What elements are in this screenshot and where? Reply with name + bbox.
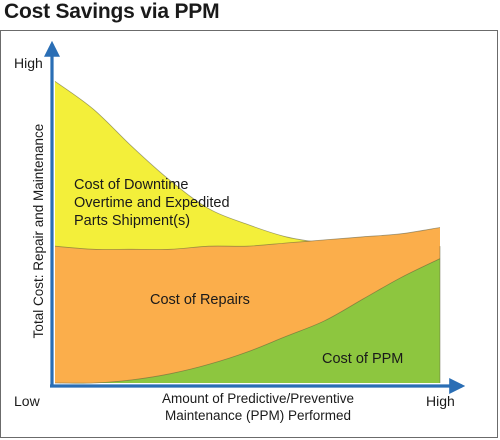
y-axis-label: Total Cost: Repair and Maintenance bbox=[31, 124, 46, 339]
label-layer: High Low High Amount of Predictive/Preventi… bbox=[14, 55, 455, 423]
series-label: Cost of Downtime bbox=[74, 177, 188, 193]
series-label: Parts Shipment(s) bbox=[74, 213, 190, 229]
area-layer bbox=[54, 80, 441, 384]
x-axis-label-line: Maintenance (PPM) Performed bbox=[165, 408, 351, 423]
series-label: Cost of PPM bbox=[322, 351, 403, 367]
series-label: Overtime and Expedited bbox=[74, 195, 230, 211]
axes-layer bbox=[44, 40, 466, 394]
y-high-label: High bbox=[14, 55, 43, 71]
area-cost-of-ppm bbox=[55, 258, 440, 384]
chart-frame bbox=[0, 30, 498, 438]
chart-title: Cost Savings via PPM bbox=[4, 0, 220, 23]
x-high-label: High bbox=[426, 393, 455, 409]
series-label: Cost of Repairs bbox=[150, 292, 250, 308]
series-boundary-line bbox=[54, 227, 441, 250]
y-low-label: Low bbox=[14, 393, 41, 409]
x-axis-label-line: Amount of Predictive/Preventive bbox=[162, 391, 354, 406]
series-boundary-line bbox=[54, 258, 441, 384]
